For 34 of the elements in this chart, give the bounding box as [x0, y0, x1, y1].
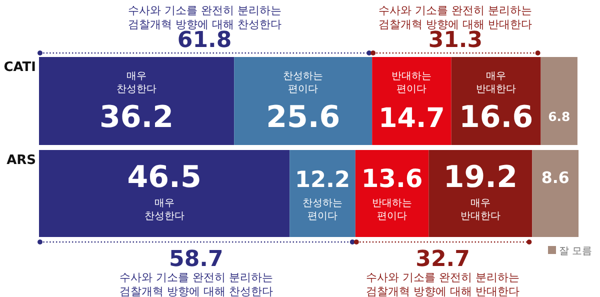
text: 매우 찬성한다 [144, 198, 184, 222]
series-label: 반대하는 편이다 [392, 71, 432, 95]
bar [39, 57, 234, 145]
bar [540, 57, 578, 145]
data-label: 13.6 [361, 164, 423, 193]
bar [39, 150, 290, 237]
bar [428, 150, 532, 237]
text: 수사와 기소를 완전히 분리하는 검찰개혁 방향에 대해 반대한다 [366, 271, 520, 297]
series-label: 매우 반대한다 [476, 71, 516, 95]
data-label: 16.6 [459, 100, 534, 135]
series-label: 찬성하는 편이다 [302, 198, 343, 222]
annotation: 수사와 기소를 완전히 분리하는 검찰개혁 방향에 대해 찬성한다 [128, 4, 282, 31]
text: 반대하는 편이다 [372, 198, 412, 222]
data-label: 46.5 [127, 160, 202, 195]
data-label: 8.6 [541, 168, 570, 187]
text: 매우 반대한다 [460, 198, 500, 222]
data-label: 19.2 [443, 160, 518, 195]
text: 수사와 기소를 완전히 분리하는 검찰개혁 방향에 대해 찬성한다 [119, 271, 273, 297]
data-label: 14.7 [378, 103, 445, 134]
text: 찬성하는 편이다 [283, 71, 324, 95]
legend-label: 잘 모름 [559, 246, 592, 257]
text: 32.7 [416, 247, 470, 272]
data-label: 25.6 [266, 100, 340, 135]
series-label: 매우 찬성한다 [116, 71, 157, 95]
bar [234, 57, 372, 145]
data-label: 6.8 [548, 109, 570, 124]
data-label: 36.2 [100, 100, 174, 135]
legend: 잘 모름 [548, 246, 592, 257]
data-label: 12.2 [294, 167, 350, 193]
annotation: 수사와 기소를 완전히 분리하는 검찰개혁 방향에 대해 반대한다 [378, 4, 532, 31]
y-tick-label: ARS [6, 153, 36, 168]
y-tick-label: CATI [4, 60, 36, 75]
text: 58.7 [169, 247, 224, 272]
bar [532, 150, 579, 237]
